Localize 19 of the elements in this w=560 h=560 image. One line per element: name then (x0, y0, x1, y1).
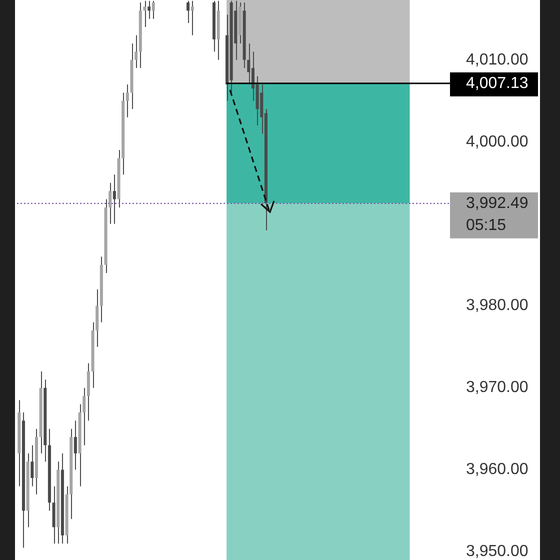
y-tick-label: 3,980.00 (466, 297, 528, 314)
candlestick (148, 0, 151, 20)
candlestick (126, 84, 129, 118)
candlestick (30, 444, 34, 487)
y-tick-label: 3,960.00 (466, 461, 528, 478)
candlestick (186, 0, 190, 24)
y-tick-label: 4,000.00 (466, 133, 528, 150)
candlestick (74, 420, 77, 470)
candlestick (190, 0, 194, 36)
text: 05:15 (466, 216, 506, 234)
candlestick (143, 0, 146, 28)
candlestick (247, 42, 250, 85)
candlestick (152, 0, 155, 20)
y-tick-label: 3,950.00 (466, 543, 528, 560)
ref-line-label: 4,007.13 (466, 74, 528, 92)
ref-line-label: 3,992.49 (466, 194, 528, 212)
candlestick (112, 174, 116, 224)
y-tick-label: 4,010.00 (466, 51, 528, 68)
y-tick-label: 3,970.00 (466, 379, 528, 396)
